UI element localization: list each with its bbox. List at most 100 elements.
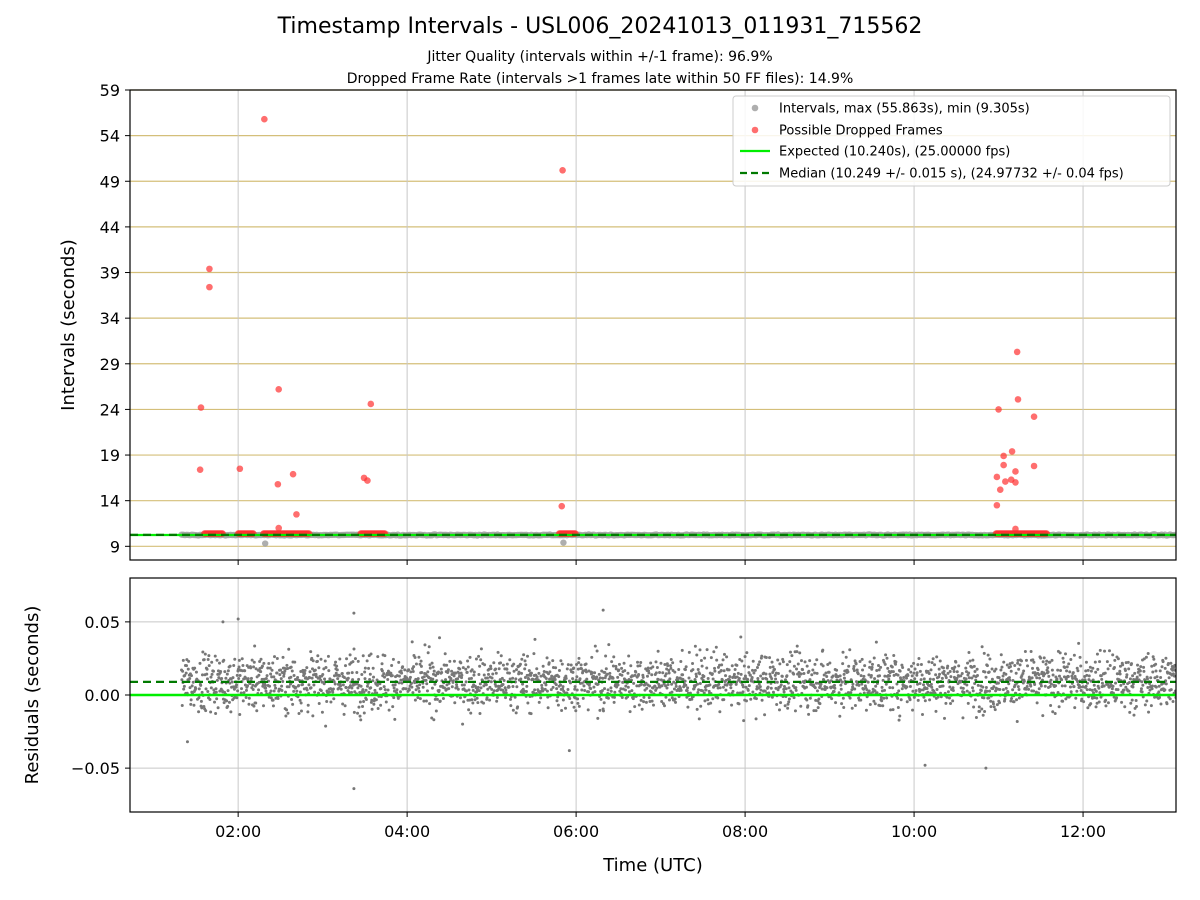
residual-point <box>391 705 395 709</box>
residual-point <box>611 664 615 668</box>
residual-point <box>1007 676 1011 680</box>
residual-point <box>1079 664 1083 668</box>
residual-point <box>885 696 889 700</box>
residual-point <box>923 763 927 767</box>
x-tick-label: 10:00 <box>891 822 937 841</box>
residual-point <box>785 674 789 678</box>
residual-point <box>971 658 975 662</box>
residual-point <box>683 668 687 672</box>
residual-point <box>407 668 411 672</box>
residual-point <box>601 676 605 680</box>
residual-point <box>261 684 265 688</box>
residual-point <box>427 645 431 649</box>
residual-point <box>361 688 365 692</box>
residual-point <box>352 710 356 714</box>
residual-point <box>345 657 349 661</box>
residual-point <box>746 688 750 692</box>
dropped-frame-point <box>1012 525 1019 533</box>
residual-point <box>271 704 275 708</box>
residual-point <box>912 671 916 675</box>
residual-point <box>1051 710 1055 714</box>
residual-point <box>1105 660 1109 664</box>
residual-point <box>343 664 347 668</box>
residual-point <box>383 654 387 658</box>
residual-point <box>221 620 225 624</box>
residual-point <box>1092 683 1096 687</box>
residual-point <box>494 671 498 675</box>
residual-point <box>469 711 473 715</box>
residual-point <box>703 656 707 660</box>
residual-point <box>1000 665 1004 669</box>
y-tick-label: 54 <box>100 127 120 146</box>
residual-point <box>188 686 192 690</box>
residual-point <box>352 787 356 791</box>
dropped-frame-point <box>558 502 566 510</box>
residual-point <box>683 679 687 683</box>
residual-point <box>535 675 539 679</box>
residual-point <box>1113 658 1117 662</box>
residual-point <box>305 666 309 670</box>
residual-point <box>908 685 912 689</box>
residual-point <box>364 688 368 692</box>
residual-point <box>589 687 593 691</box>
residual-point <box>346 676 350 680</box>
residual-point <box>944 676 948 680</box>
residual-point <box>188 676 192 680</box>
residual-point <box>1146 685 1150 689</box>
residual-point <box>281 655 285 659</box>
residual-point <box>1154 662 1158 666</box>
dropped-frame-point <box>1002 478 1009 485</box>
residual-point <box>987 670 991 674</box>
residual-point <box>1142 669 1146 673</box>
residual-point <box>971 686 975 690</box>
residual-point <box>612 700 616 704</box>
residual-point <box>840 702 844 706</box>
residual-point <box>647 669 651 673</box>
residual-point <box>712 650 716 654</box>
residual-point <box>561 685 565 689</box>
residual-point <box>1150 664 1154 668</box>
residual-point <box>674 700 678 704</box>
residual-point <box>445 663 449 667</box>
residual-point <box>1165 702 1169 706</box>
residual-point <box>635 684 639 688</box>
residual-point <box>735 675 739 679</box>
residual-point <box>883 688 887 692</box>
residual-point <box>980 707 984 711</box>
residual-point <box>392 686 396 690</box>
residual-point <box>779 701 783 705</box>
residual-point <box>1149 704 1153 708</box>
residual-point <box>727 668 731 672</box>
residual-point <box>397 681 401 685</box>
residual-point <box>578 677 582 681</box>
residual-point <box>332 674 336 678</box>
residual-point <box>925 686 929 690</box>
residual-point <box>872 656 876 660</box>
residual-point <box>1124 685 1128 689</box>
residual-point <box>1131 682 1135 686</box>
dropped-frame-point <box>261 115 268 123</box>
residual-point <box>319 657 323 661</box>
residual-point <box>1045 659 1049 663</box>
residual-point <box>582 684 586 688</box>
residual-point <box>934 673 938 677</box>
residual-point <box>663 704 667 708</box>
residual-point <box>420 671 424 675</box>
residual-point <box>941 666 945 670</box>
residual-point <box>477 654 481 658</box>
residual-point <box>935 655 939 659</box>
residual-point <box>482 701 486 705</box>
residual-point <box>202 658 206 662</box>
residual-point <box>549 688 553 692</box>
residual-point <box>515 668 519 672</box>
residual-point <box>815 658 819 662</box>
residual-point <box>289 675 293 679</box>
residual-point <box>1129 701 1133 705</box>
residual-point <box>997 676 1001 680</box>
residual-point <box>887 677 891 681</box>
residual-point <box>676 678 680 682</box>
residual-point <box>650 699 654 703</box>
residual-point <box>860 657 864 661</box>
residual-point <box>793 709 797 713</box>
residual-point <box>462 700 466 704</box>
